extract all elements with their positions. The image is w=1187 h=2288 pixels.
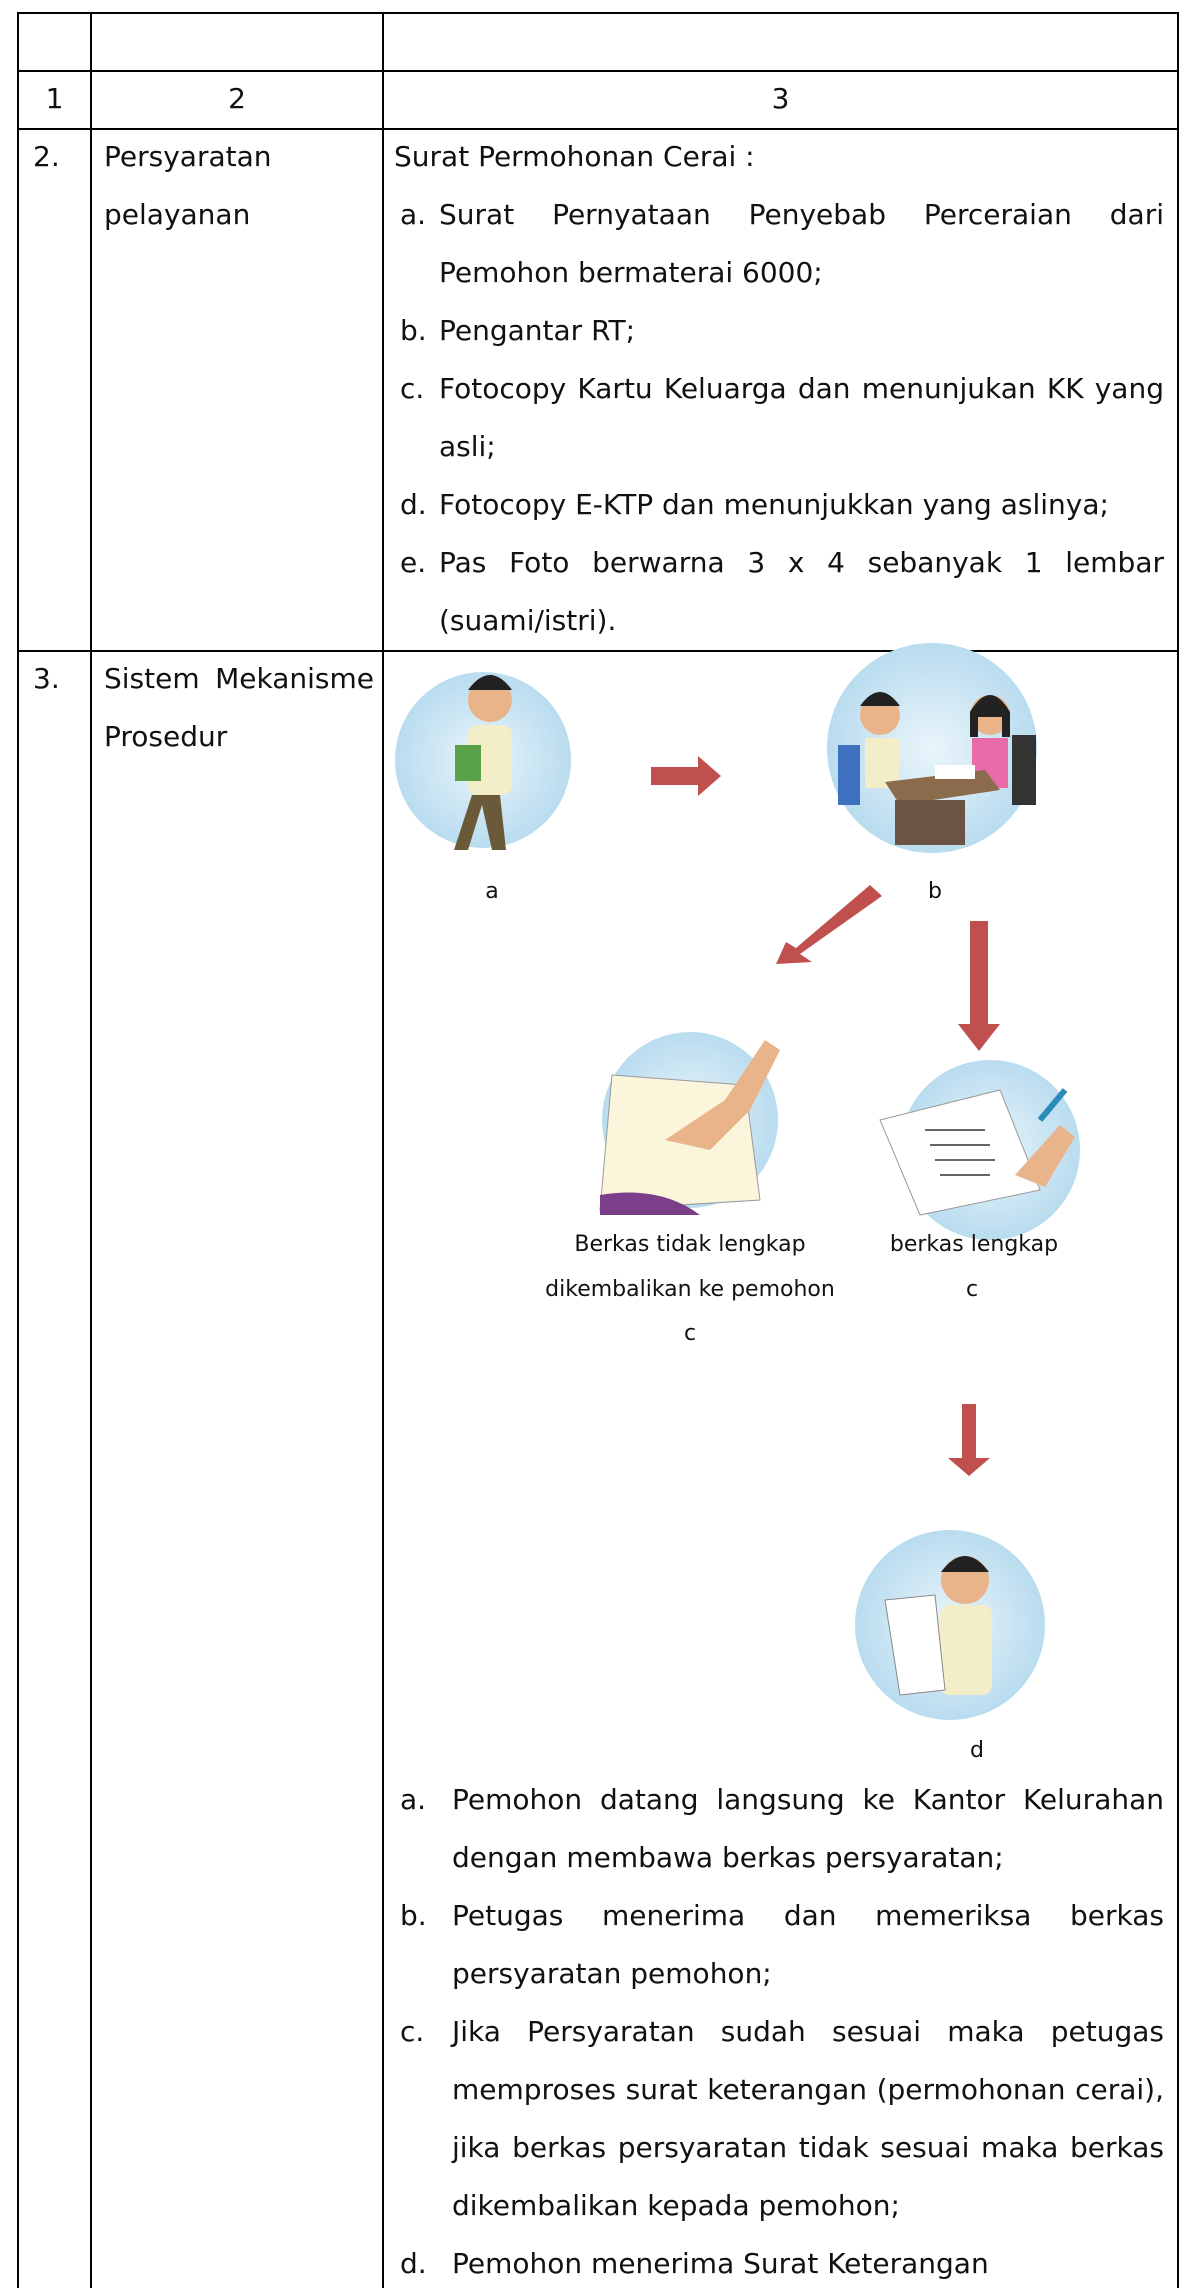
caption: d: [970, 1738, 984, 1763]
list-marker: c.: [400, 372, 425, 405]
list-marker: a.: [400, 1783, 427, 1816]
border: [1177, 12, 1179, 2288]
illustration-hand-return: [599, 1024, 780, 1215]
list-text: Pemohon datang langsung ke Kantor Kelura…: [452, 1783, 1164, 1874]
arrow: [948, 1404, 990, 1476]
border: [17, 12, 1179, 14]
col-number: 1: [45, 82, 64, 115]
row-label: Sistem Mekanisme Prosedur: [104, 662, 374, 753]
caption: berkas lengkap: [889, 1232, 1059, 1257]
caption: Berkas tidak lengkap: [574, 1232, 806, 1257]
list-text: Petugas menerima dan memeriksa berkas pe…: [452, 1899, 1164, 1990]
list-text: Pas Foto berwarna 3 x 4 sebanyak 1 lemba…: [439, 546, 1164, 637]
list-marker: d.: [400, 488, 427, 521]
border: [17, 650, 1179, 652]
col-number: 2: [228, 82, 246, 115]
arrow: [651, 756, 721, 796]
caption: c: [683, 1321, 697, 1346]
list-marker: e.: [400, 546, 427, 579]
list-marker: d.: [400, 2247, 427, 2280]
list-text: Surat Pernyataan Penyebab Perceraian dar…: [439, 198, 1164, 289]
caption: dikembalikan ke pemohon: [545, 1277, 835, 1302]
border: [382, 12, 384, 2288]
illustration-hand-signing: [871, 1060, 1115, 1240]
list-text: Fotocopy Kartu Keluarga dan menunjukan K…: [439, 372, 1164, 463]
caption: a: [485, 879, 499, 904]
illustration-person-reading: [851, 1530, 1047, 1720]
list-marker: b.: [400, 314, 427, 347]
illustration-person-walking: [394, 653, 573, 858]
col-number: 3: [771, 82, 790, 115]
list-text: Pemohon menerima Surat Keterangan: [452, 2247, 989, 2280]
row-label: Persyaratan pelayanan: [104, 140, 272, 231]
caption: c: [965, 1277, 979, 1302]
border: [17, 12, 19, 2288]
intro: Surat Permohonan Cerai :: [394, 140, 755, 173]
row-number: 2.: [33, 140, 60, 173]
list-marker: c.: [400, 2015, 425, 2048]
border: [17, 128, 1179, 130]
arrow: [776, 885, 882, 964]
row-number: 3.: [33, 662, 60, 695]
border: [17, 70, 1179, 72]
list-text: Pengantar RT;: [439, 314, 636, 347]
illustration-office: [821, 643, 1039, 858]
list-marker: b.: [400, 1899, 427, 1932]
list-text: Fotocopy E-KTP dan menunjukkan yang asli…: [439, 488, 1109, 521]
border: [90, 12, 92, 2288]
list-text: Jika Persyaratan sudah sesuai maka petug…: [452, 2015, 1164, 2222]
list-marker: a.: [400, 198, 427, 231]
caption: b: [928, 879, 942, 904]
arrow: [958, 921, 1000, 1051]
